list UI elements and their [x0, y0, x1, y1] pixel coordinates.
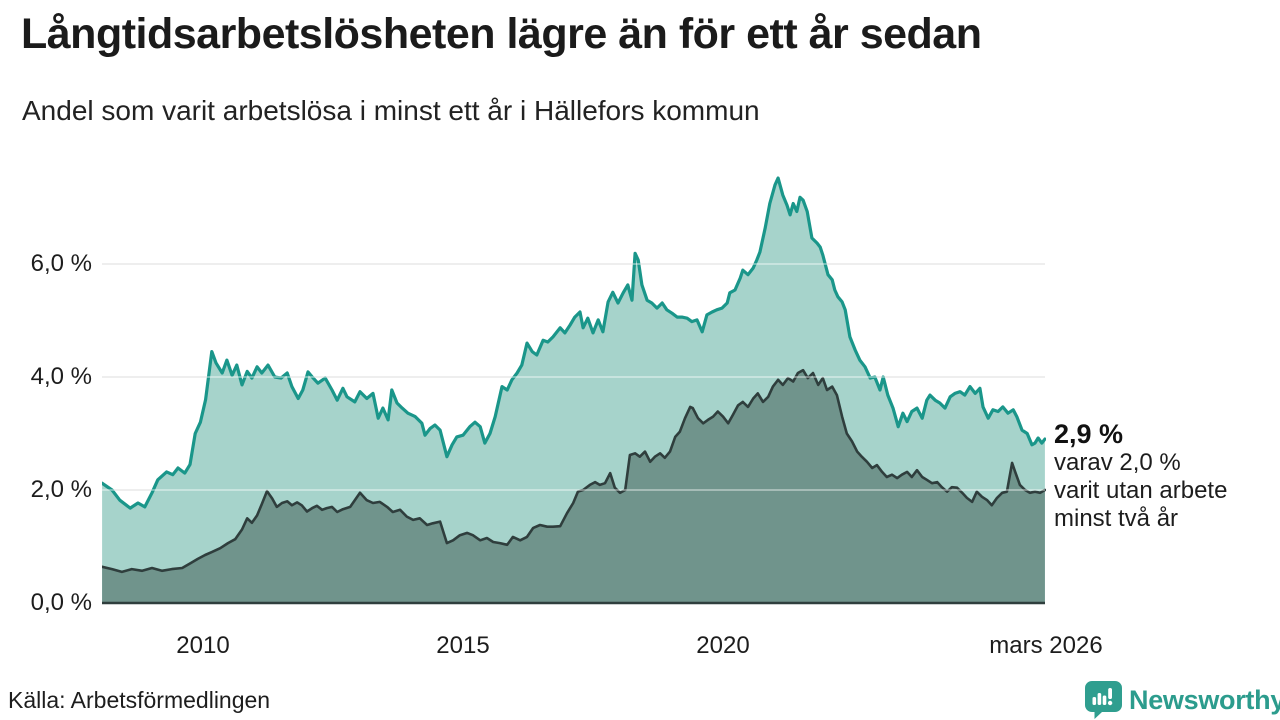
x-axis-tick-2010: 2010 [176, 632, 230, 659]
series-area-1 [102, 370, 1045, 603]
annotation-line-2: varit utan arbete [1054, 477, 1228, 504]
source-attribution: Källa: Arbetsförmedlingen [8, 687, 271, 713]
annotation-line-1: varav 2,0 % [1054, 449, 1181, 476]
annotation-value: 2,9 % [1054, 419, 1124, 449]
x-axis-tick-2015: 2015 [436, 632, 490, 659]
x-axis-tick-2020: 2020 [696, 632, 750, 659]
annotation-line-3: minst två år [1054, 505, 1179, 532]
gridlines-overlay [102, 263, 1045, 491]
newsworthy-logo[interactable]: Newsworthy [1085, 681, 1280, 719]
y-axis-tick-6: 6,0 % [30, 250, 92, 277]
y-axis-tick-2: 2,0 % [30, 476, 92, 503]
newsworthy-logo-icon [1085, 681, 1122, 719]
page-title: Långtidsarbetslösheten lägre än för ett … [21, 10, 982, 58]
y-axis-tick-0: 0,0 % [30, 589, 92, 616]
end-value-annotation: 2,9 % varav 2,0 % varit utan arbete mins… [1054, 419, 1276, 533]
series-areas [102, 176, 1046, 603]
y-axis-tick-4: 4,0 % [30, 363, 92, 390]
x-axis-tick-mars-2026: mars 2026 [989, 632, 1103, 659]
series-line-1 [102, 368, 1046, 574]
series-line-0 [102, 176, 1046, 510]
chart-subtitle: Andel som varit arbetslösa i minst ett å… [22, 95, 760, 126]
newsworthy-logo-text: Newsworthy [1129, 684, 1280, 715]
